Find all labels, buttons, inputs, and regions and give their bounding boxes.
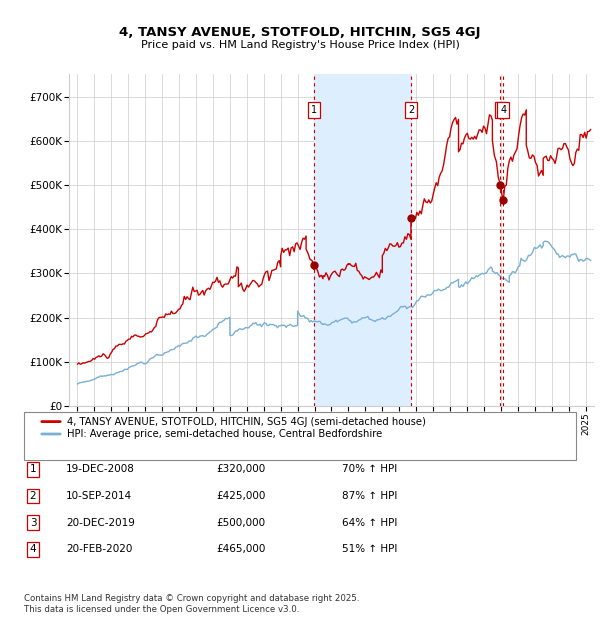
Text: 51% ↑ HPI: 51% ↑ HPI — [342, 544, 397, 554]
Text: £425,000: £425,000 — [216, 491, 265, 501]
Bar — [314, 74, 411, 406]
Text: 20-DEC-2019: 20-DEC-2019 — [66, 518, 135, 528]
Text: Contains HM Land Registry data © Crown copyright and database right 2025.
This d: Contains HM Land Registry data © Crown c… — [24, 595, 359, 614]
Text: HPI: Average price, semi-detached house, Central Bedfordshire: HPI: Average price, semi-detached house,… — [67, 429, 382, 439]
Text: 2: 2 — [408, 105, 414, 115]
Text: 87% ↑ HPI: 87% ↑ HPI — [342, 491, 397, 501]
Text: 20-FEB-2020: 20-FEB-2020 — [66, 544, 133, 554]
Text: 10-SEP-2014: 10-SEP-2014 — [66, 491, 132, 501]
Text: £500,000: £500,000 — [216, 518, 265, 528]
Text: 1: 1 — [311, 105, 317, 115]
Text: 70% ↑ HPI: 70% ↑ HPI — [342, 464, 397, 474]
Text: £465,000: £465,000 — [216, 544, 265, 554]
Text: £320,000: £320,000 — [216, 464, 265, 474]
Text: 3: 3 — [497, 105, 503, 115]
Text: 3: 3 — [29, 518, 37, 528]
Text: 1: 1 — [29, 464, 37, 474]
Text: 64% ↑ HPI: 64% ↑ HPI — [342, 518, 397, 528]
Text: 4, TANSY AVENUE, STOTFOLD, HITCHIN, SG5 4GJ: 4, TANSY AVENUE, STOTFOLD, HITCHIN, SG5 … — [119, 26, 481, 39]
Text: 4: 4 — [29, 544, 37, 554]
Text: Price paid vs. HM Land Registry's House Price Index (HPI): Price paid vs. HM Land Registry's House … — [140, 40, 460, 50]
Text: 4, TANSY AVENUE, STOTFOLD, HITCHIN, SG5 4GJ (semi-detached house): 4, TANSY AVENUE, STOTFOLD, HITCHIN, SG5 … — [67, 417, 426, 427]
Text: 19-DEC-2008: 19-DEC-2008 — [66, 464, 135, 474]
Text: 2: 2 — [29, 491, 37, 501]
Text: 4: 4 — [500, 105, 506, 115]
